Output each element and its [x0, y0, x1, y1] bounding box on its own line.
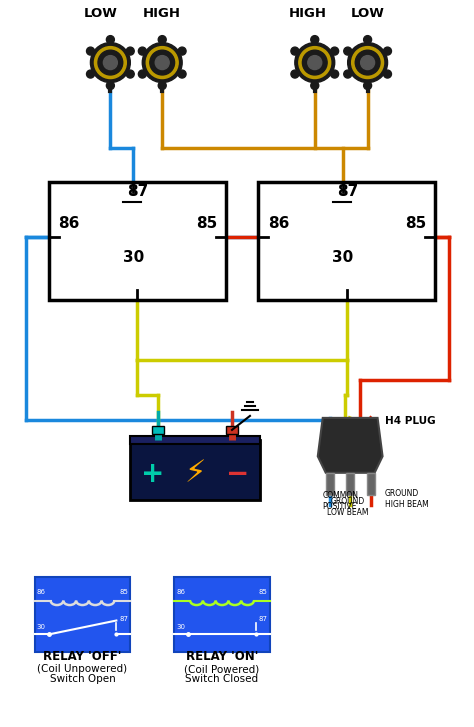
Circle shape: [295, 43, 335, 83]
Text: COMMON
POSITIVE: COMMON POSITIVE: [323, 491, 359, 511]
Circle shape: [178, 47, 186, 55]
Text: RELAY 'ON': RELAY 'ON': [186, 651, 258, 664]
Circle shape: [106, 36, 114, 44]
Text: (Coil Unpowered): (Coil Unpowered): [37, 664, 128, 675]
Text: 87: 87: [128, 185, 148, 199]
Circle shape: [158, 36, 166, 44]
Text: 85: 85: [196, 216, 218, 231]
Text: 85: 85: [119, 589, 128, 595]
Circle shape: [344, 47, 352, 55]
Text: HIGH: HIGH: [289, 7, 327, 20]
Text: Switch Open: Switch Open: [50, 675, 115, 684]
Text: −: −: [227, 459, 250, 488]
Bar: [258, 182, 436, 300]
Circle shape: [94, 47, 127, 79]
Text: LOW: LOW: [351, 7, 384, 20]
Circle shape: [311, 36, 319, 44]
Circle shape: [331, 47, 338, 55]
Circle shape: [311, 81, 319, 89]
Circle shape: [158, 81, 166, 89]
Text: 86: 86: [58, 216, 80, 231]
Text: 85: 85: [259, 589, 268, 595]
Text: ⚡: ⚡: [184, 459, 206, 489]
Bar: [346, 473, 354, 495]
Circle shape: [142, 43, 182, 83]
Circle shape: [331, 70, 338, 78]
Text: 87: 87: [337, 185, 358, 199]
Text: 87: 87: [259, 616, 268, 622]
Circle shape: [155, 55, 169, 70]
Text: RELAY 'OFF': RELAY 'OFF': [43, 651, 122, 664]
Bar: [35, 577, 130, 652]
Circle shape: [302, 50, 327, 75]
Circle shape: [87, 47, 94, 55]
Text: H4 PLUG: H4 PLUG: [384, 416, 435, 426]
Circle shape: [361, 55, 374, 70]
Text: 87: 87: [119, 616, 128, 622]
Bar: [48, 182, 226, 300]
Circle shape: [138, 70, 146, 78]
Circle shape: [103, 55, 118, 70]
Circle shape: [383, 70, 392, 78]
Circle shape: [87, 70, 94, 78]
Bar: [226, 426, 238, 434]
Circle shape: [364, 81, 372, 89]
Circle shape: [355, 50, 380, 75]
Circle shape: [146, 47, 178, 79]
Circle shape: [126, 47, 134, 55]
Text: 86: 86: [268, 216, 289, 231]
Polygon shape: [318, 418, 383, 473]
Circle shape: [352, 47, 383, 79]
Circle shape: [150, 50, 174, 75]
Circle shape: [347, 43, 388, 83]
Text: 30: 30: [176, 624, 185, 630]
Circle shape: [138, 47, 146, 55]
Bar: [326, 473, 334, 495]
Text: Switch Closed: Switch Closed: [185, 675, 259, 684]
Bar: [174, 577, 270, 652]
Circle shape: [291, 70, 299, 78]
Circle shape: [344, 70, 352, 78]
Text: 30: 30: [332, 250, 354, 265]
Text: 30: 30: [36, 624, 46, 630]
Text: 86: 86: [176, 589, 185, 595]
Bar: [152, 426, 164, 434]
Text: HIGH: HIGH: [143, 7, 181, 20]
Bar: [130, 436, 260, 444]
Circle shape: [126, 70, 134, 78]
Text: 86: 86: [36, 589, 46, 595]
Circle shape: [91, 43, 130, 83]
Circle shape: [383, 47, 392, 55]
Text: 30: 30: [123, 250, 145, 265]
Text: GROUND
LOW BEAM: GROUND LOW BEAM: [327, 497, 368, 517]
Text: +: +: [141, 459, 164, 488]
Text: GROUND
HIGH BEAM: GROUND HIGH BEAM: [384, 489, 428, 509]
Bar: [130, 440, 260, 499]
Circle shape: [106, 81, 114, 89]
Circle shape: [291, 47, 299, 55]
Text: LOW: LOW: [83, 7, 118, 20]
Bar: [366, 473, 374, 495]
Circle shape: [178, 70, 186, 78]
Circle shape: [364, 36, 372, 44]
Text: 85: 85: [405, 216, 427, 231]
Text: (Coil Powered): (Coil Powered): [184, 664, 260, 675]
Circle shape: [299, 47, 331, 79]
Circle shape: [98, 50, 123, 75]
Circle shape: [308, 55, 322, 70]
